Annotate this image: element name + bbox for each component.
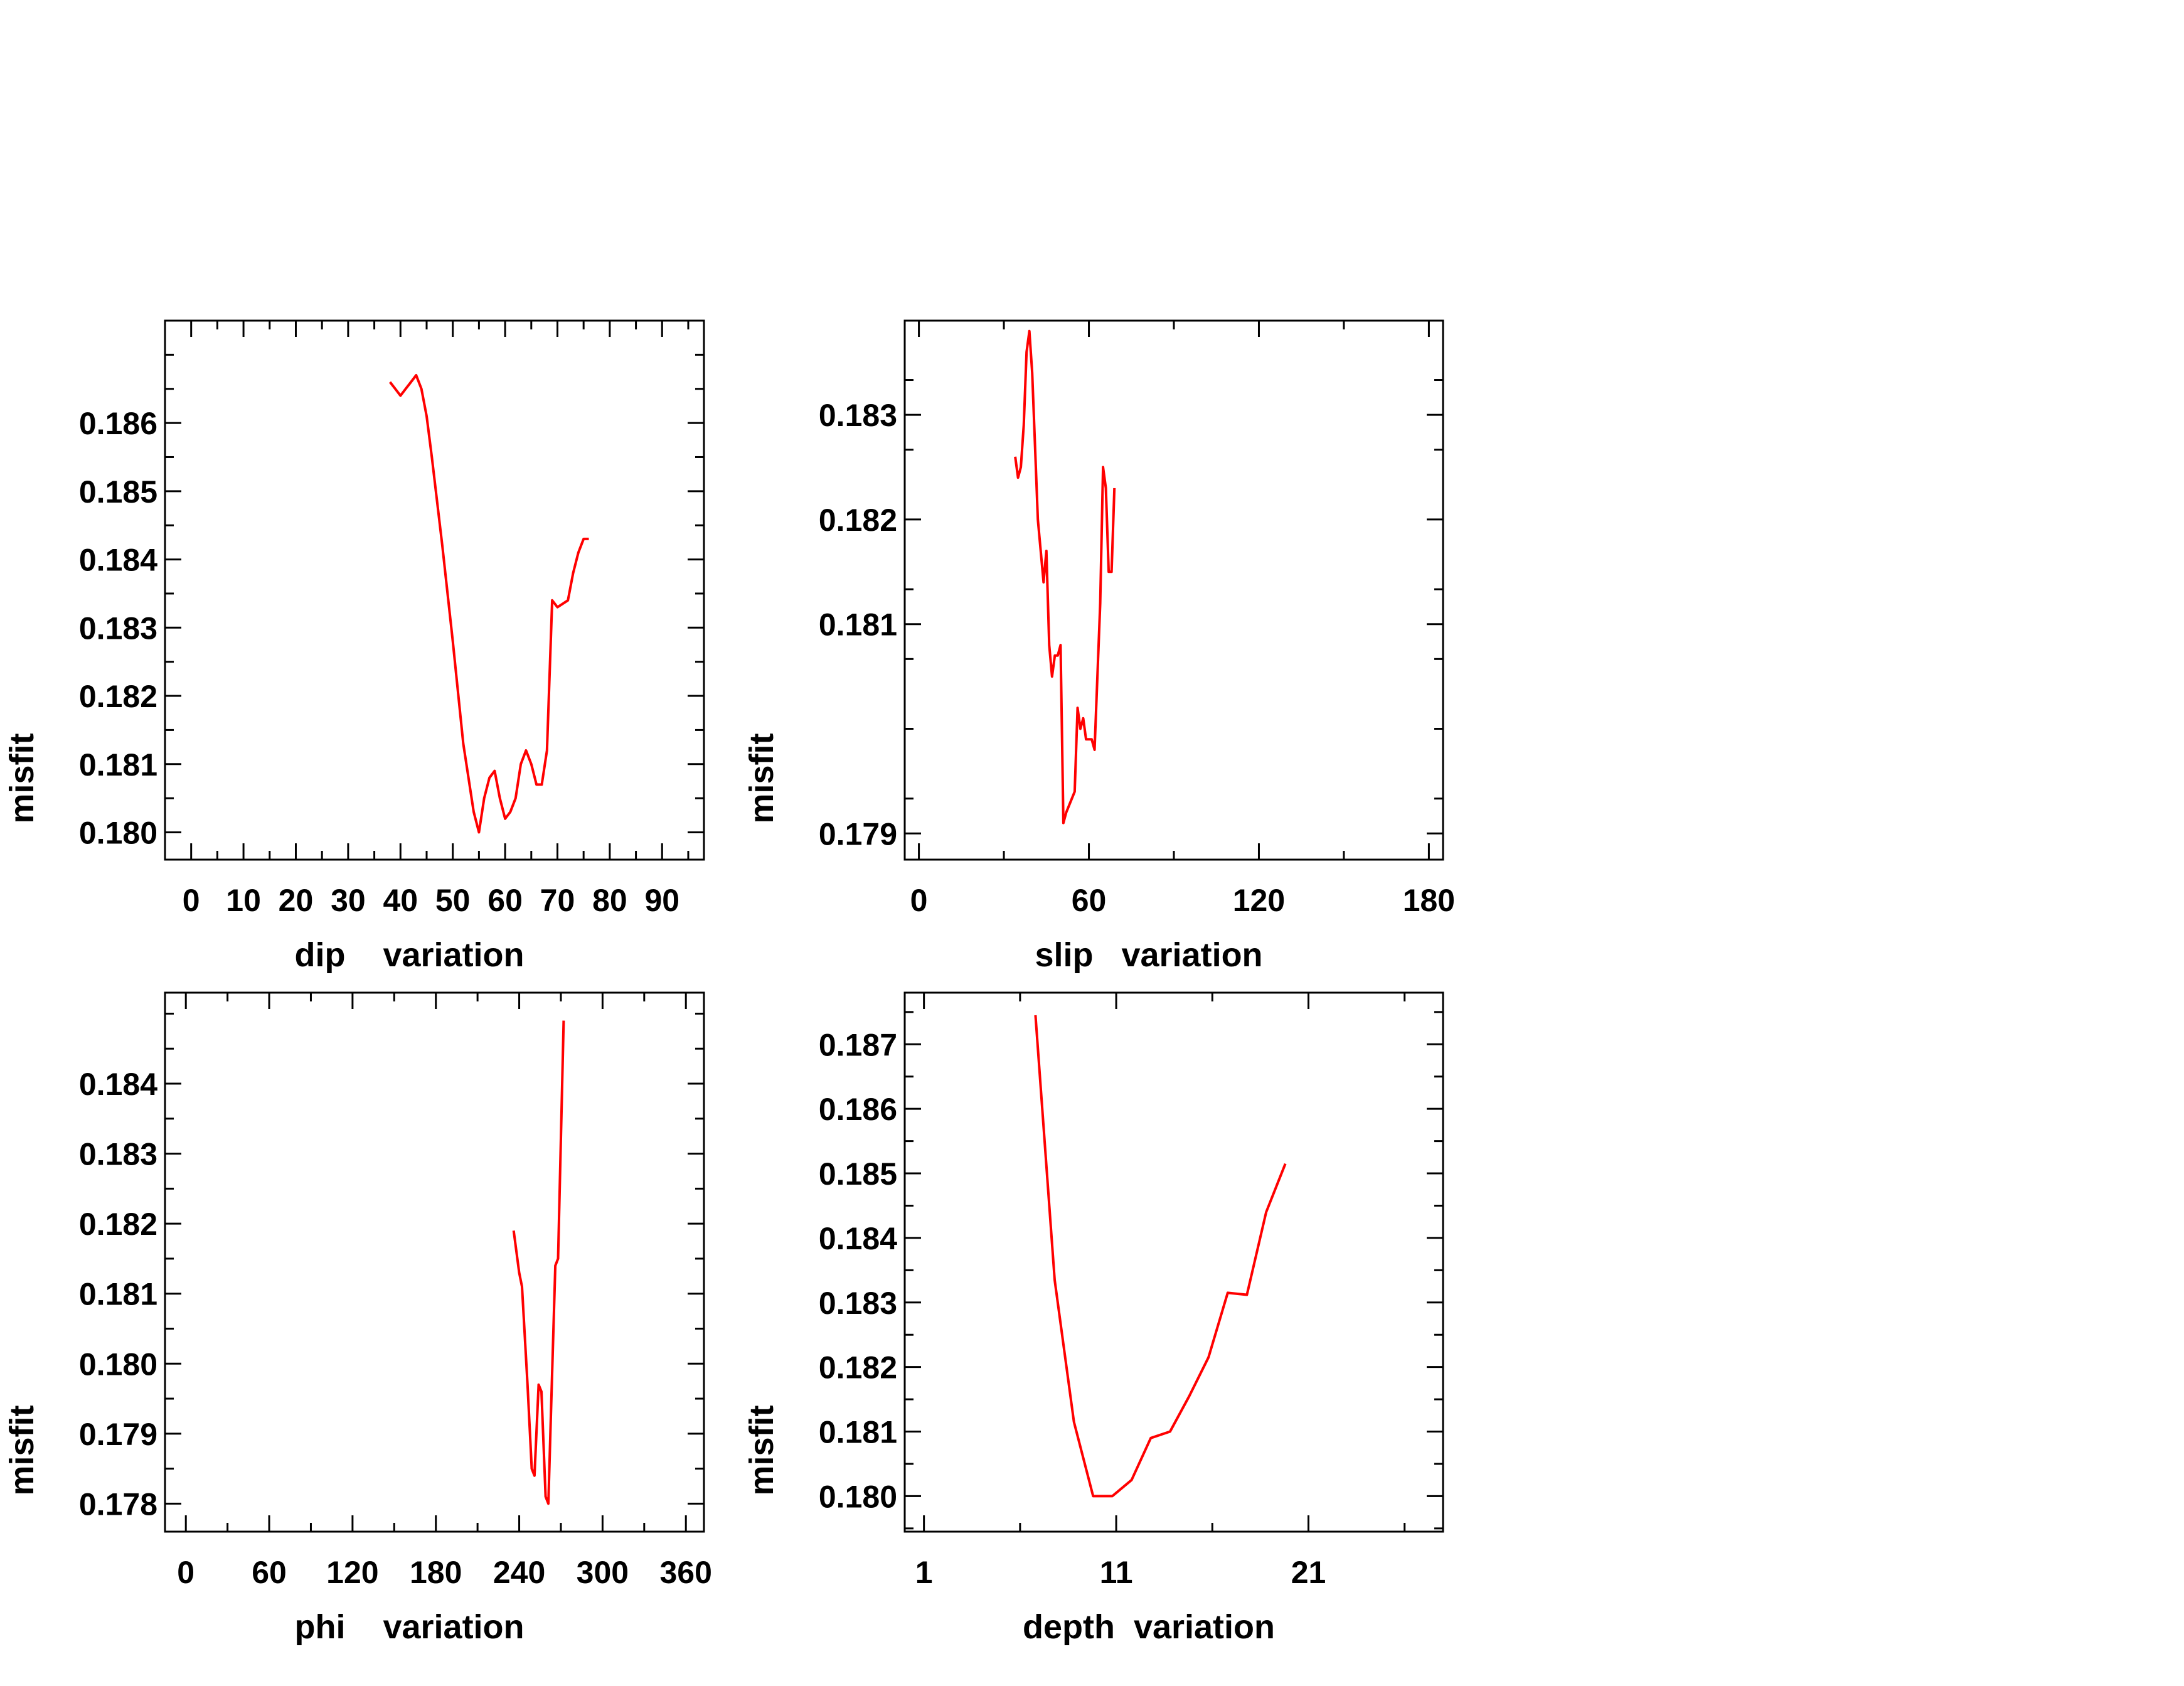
x-axis-label: dip variation: [294, 936, 524, 974]
series-line: [1034, 1015, 1287, 1498]
y-axis-label: misfit: [743, 733, 780, 823]
x-tick-label: 180: [410, 1555, 462, 1590]
y-tick-label: 0.182: [79, 679, 157, 714]
x-tick-label: 360: [660, 1555, 712, 1590]
plot-frame: [164, 319, 705, 861]
x-tick-label: 20: [279, 883, 314, 918]
y-tick-label: 0.183: [819, 1286, 897, 1321]
y-tick-label: 0.187: [819, 1027, 897, 1062]
y-tick-label: 0.181: [819, 1415, 897, 1450]
chart-panel-0: 0 10 20 30 40 50 60 70 80 90 0.180 0.181 0.182 0.183 0…: [3, 319, 705, 974]
y-tick-label: 0.182: [819, 1350, 897, 1385]
series-line: [389, 374, 589, 834]
chart-panel-3: 1 11 210.1800.1810.1820.1830.1840.1850.186…: [743, 991, 1444, 1646]
x-tick-label: 80: [592, 883, 627, 918]
y-tick-label: 0.183: [819, 398, 897, 433]
y-tick-label: 0.182: [819, 503, 897, 538]
x-tick-label: 120: [326, 1555, 378, 1590]
series-line: [1014, 329, 1116, 824]
x-tick-label: 0: [183, 883, 200, 918]
chart-panel-2: 0 60 120 180 240 300 360 0.178 0.179 0.180 0.181 0.…: [3, 991, 712, 1646]
y-tick-label: 0.183: [79, 1137, 157, 1172]
x-tick-label: 11: [1100, 1555, 1133, 1590]
x-tick-label: 0: [910, 883, 928, 918]
y-tick-label: 0.186: [819, 1092, 897, 1127]
y-tick-label: 0.181: [79, 747, 157, 782]
x-tick-label: 60: [487, 883, 523, 918]
x-tick-label: 300: [577, 1555, 629, 1590]
y-tick-label: 0.180: [819, 1479, 897, 1514]
y-tick-label: 0.186: [79, 406, 157, 441]
y-tick-label: 0.181: [819, 607, 897, 643]
plot-frame: [903, 319, 1444, 861]
y-tick-label: 0.179: [819, 816, 897, 851]
y-tick-label: 0.183: [79, 611, 157, 646]
y-axis-label: misfit: [743, 1405, 780, 1495]
plot-frame: [903, 991, 1444, 1533]
y-tick-label: 0.184: [79, 1067, 157, 1102]
x-axis-label: depth variation: [1023, 1608, 1275, 1646]
x-tick-label: 30: [331, 883, 366, 918]
x-tick-label: 60: [252, 1555, 287, 1590]
x-tick-label: 70: [540, 883, 575, 918]
y-tick-label: 0.180: [79, 1347, 157, 1382]
x-tick-label: 240: [493, 1555, 545, 1590]
y-tick-label: 0.185: [79, 474, 157, 510]
y-tick-label: 0.184: [79, 543, 157, 578]
y-tick-label: 0.185: [819, 1156, 897, 1192]
x-tick-label: 1: [915, 1555, 933, 1590]
x-tick-label: 21: [1291, 1555, 1326, 1590]
y-tick-label: 0.180: [79, 816, 157, 851]
y-axis-label: misfit: [3, 1405, 41, 1495]
x-tick-label: 40: [383, 883, 418, 918]
x-tick-label: 10: [226, 883, 261, 918]
x-tick-label: 90: [644, 883, 679, 918]
y-tick-label: 0.181: [79, 1277, 157, 1312]
x-axis-label: phi variation: [294, 1608, 524, 1646]
series-line: [512, 1020, 565, 1505]
x-tick-label: 50: [435, 883, 471, 918]
y-axis-label: misfit: [3, 733, 41, 823]
x-tick-label: 0: [177, 1555, 194, 1590]
y-tick-label: 0.178: [79, 1486, 157, 1522]
y-tick-label: 0.179: [79, 1417, 157, 1452]
x-tick-label: 120: [1233, 883, 1285, 918]
x-tick-label: 180: [1403, 883, 1455, 918]
x-tick-label: 60: [1072, 883, 1107, 918]
chart-panel-1: 0 60 120 180 0.179 0.181 0.182 0.183 slip variat…: [743, 319, 1455, 974]
y-tick-label: 0.182: [79, 1207, 157, 1242]
plot-frame: [164, 991, 705, 1533]
x-axis-label: slip variation: [1035, 936, 1262, 974]
y-tick-label: 0.184: [819, 1221, 897, 1256]
